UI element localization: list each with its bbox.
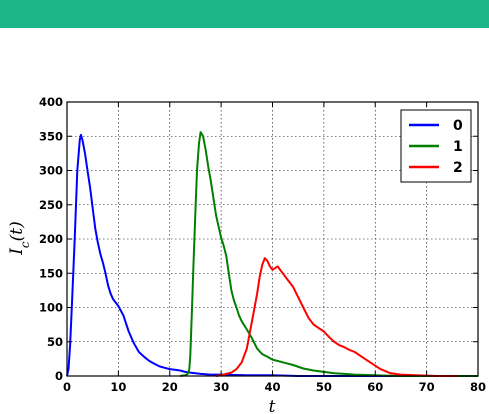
legend-label-0: 0: [453, 118, 463, 134]
series-line-0: [66, 133, 478, 377]
x-tick-label: 40: [264, 380, 280, 394]
y-axis-label-main: I: [7, 248, 27, 256]
x-tick-label: 20: [162, 380, 178, 394]
y-axis-label-group: Ic(t): [7, 221, 32, 256]
y-tick-label: 100: [39, 301, 63, 315]
x-tick-label: 80: [470, 380, 486, 394]
y-tick-label: 300: [39, 164, 63, 178]
y-axis-label-sub: c: [18, 241, 32, 248]
y-axis-label-arg: (t): [7, 221, 27, 241]
x-tick-label: 50: [316, 380, 332, 394]
y-tick-label: 250: [39, 198, 63, 212]
chart-series: [66, 131, 478, 377]
top-banner: [0, 0, 489, 28]
y-tick-label: 150: [39, 266, 63, 280]
x-axis-label: t: [269, 397, 276, 414]
y-tick-label: 400: [39, 95, 63, 109]
y-tick-label: 0: [55, 369, 63, 383]
y-tick-label: 50: [47, 335, 63, 349]
series-line-1: [179, 131, 478, 377]
legend-label-2: 2: [453, 160, 463, 176]
x-tick-label: 30: [213, 380, 229, 394]
legend-label-1: 1: [453, 139, 463, 155]
y-tick-label: 200: [39, 232, 63, 246]
series-line-2: [215, 257, 458, 377]
chart-legend: 0 1 2: [400, 109, 472, 183]
y-tick-label: 350: [39, 129, 63, 143]
x-tick-label: 0: [63, 380, 71, 394]
chart-ticks: 0 10 20 30 40 50 60 70 8005010015020025030035040…: [39, 95, 486, 394]
x-tick-label: 10: [110, 380, 126, 394]
x-tick-label: 70: [419, 380, 435, 394]
y-axis-label: Ic(t): [7, 221, 32, 256]
x-tick-label: 60: [367, 380, 383, 394]
